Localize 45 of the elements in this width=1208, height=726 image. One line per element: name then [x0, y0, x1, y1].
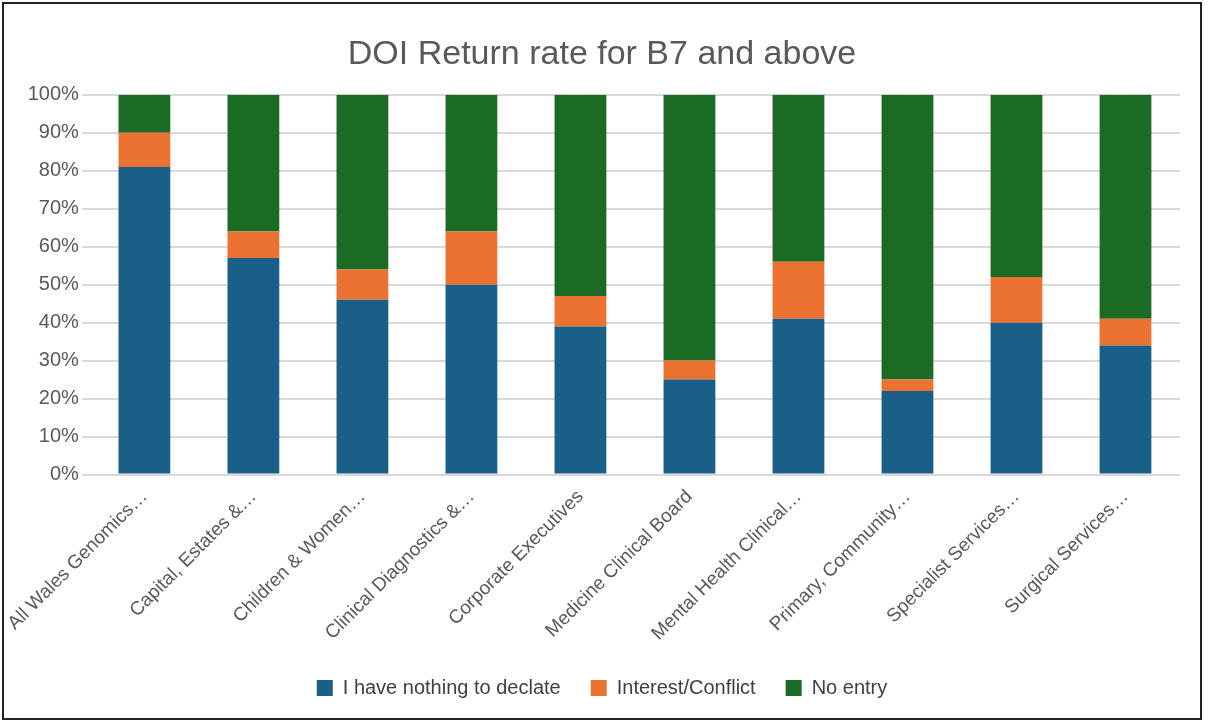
bar — [118, 94, 171, 133]
bar — [445, 94, 498, 232]
legend-label: I have nothing to declate — [342, 675, 561, 698]
bar — [1099, 345, 1152, 474]
bar — [336, 94, 389, 270]
y-tick-label: 30% — [38, 348, 80, 371]
bar — [990, 322, 1043, 474]
y-tick-label: 90% — [38, 120, 80, 143]
bar — [881, 390, 934, 474]
y-tick-label: 50% — [38, 272, 80, 295]
bar — [336, 299, 389, 474]
bar — [881, 379, 934, 391]
y-tick-label: 10% — [38, 424, 80, 447]
bar — [554, 296, 607, 327]
y-tick-label: 80% — [38, 158, 80, 181]
bar — [227, 94, 280, 232]
bar — [663, 360, 716, 380]
legend-label: Interest/Conflict — [616, 675, 757, 698]
bar — [336, 269, 389, 300]
y-tick-label: 70% — [38, 196, 80, 219]
bar — [663, 379, 716, 474]
y-tick-label: 100% — [27, 82, 80, 105]
bar — [1099, 94, 1152, 319]
bar — [445, 284, 498, 474]
bar — [990, 94, 1043, 278]
bar — [554, 94, 607, 297]
legend-label: No entry — [811, 675, 888, 698]
bar — [554, 326, 607, 474]
y-tick-label: 0% — [49, 462, 80, 485]
bar — [445, 231, 498, 285]
bar — [227, 231, 280, 259]
bar — [881, 94, 934, 380]
bar — [118, 132, 171, 167]
bar — [772, 318, 825, 474]
chart-title: DOI Return rate for B7 and above — [347, 32, 857, 71]
y-tick-label: 60% — [38, 234, 80, 257]
bar — [227, 258, 280, 474]
y-tick-label: 20% — [38, 386, 80, 409]
y-tick-label: 40% — [38, 310, 80, 333]
bar — [772, 261, 825, 319]
bar — [1099, 318, 1152, 346]
bar — [118, 166, 171, 474]
bar — [990, 277, 1043, 323]
bar — [663, 94, 716, 361]
bar — [772, 94, 825, 262]
